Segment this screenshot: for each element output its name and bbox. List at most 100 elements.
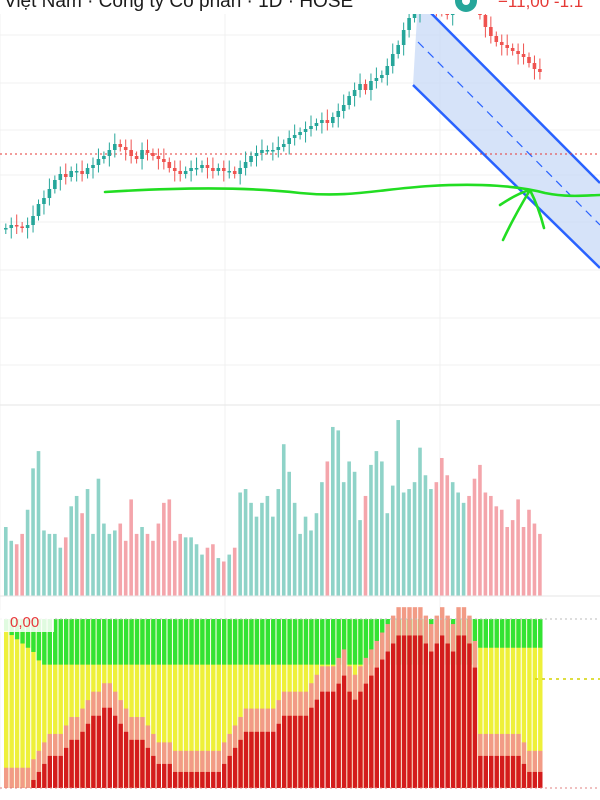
indicator-red-bar [374, 667, 379, 788]
indicator-green-bar [499, 619, 505, 648]
indicator-yellow-bar [172, 619, 178, 788]
indicator-green-bar [527, 619, 532, 648]
candle-body [363, 84, 368, 90]
volume-bar [309, 530, 313, 596]
indicator-yellow-bar [162, 619, 167, 788]
indicator-red-bar [521, 763, 527, 788]
indicator-salmon-bar [194, 750, 200, 788]
volume-bar [216, 558, 221, 596]
volume-bar [162, 502, 166, 596]
indicator-red-bar [352, 699, 358, 788]
indicator-red-bar [91, 715, 96, 788]
indicator-salmon-bar [527, 750, 532, 788]
indicator-green-bar [200, 619, 205, 665]
indicator-yellow-bar [227, 619, 232, 788]
indicator-yellow-bar [238, 619, 243, 788]
indicator-red-bar [440, 635, 445, 788]
indicator-red-bar [298, 715, 303, 788]
indicator-green-bar [216, 619, 221, 665]
indicator-green-bar [478, 619, 483, 648]
indicator-salmon-bar [178, 750, 183, 788]
candle-body [47, 189, 52, 198]
candle-body [385, 66, 390, 75]
indicator-salmon-bar [36, 750, 42, 788]
volume-bar [118, 523, 123, 596]
volume-bar [63, 537, 68, 596]
candle-body [183, 171, 188, 174]
indicator-yellow-bar [521, 619, 527, 788]
indicator-yellow-bar [510, 619, 516, 788]
candle-body [211, 168, 215, 171]
channel-upper-line[interactable] [417, 0, 600, 184]
indicator-red-bar [227, 755, 232, 788]
channel-lower-line[interactable] [412, 84, 600, 269]
volume-bar [401, 492, 406, 596]
indicator-green-bar [25, 619, 31, 648]
volume-bar [532, 523, 537, 596]
volume-bar [390, 485, 395, 596]
volume-bar [325, 461, 330, 596]
volume-bar [178, 533, 182, 596]
candle-body [276, 147, 281, 150]
indicator-green-bar [47, 619, 52, 665]
indicator-red-bar [167, 763, 172, 788]
indicator-green-bar [85, 619, 91, 665]
indicator-green-bar [53, 619, 58, 665]
indicator-red-bar [216, 771, 221, 788]
volume-bar [510, 520, 515, 596]
candle-body [200, 165, 204, 168]
volume-bar [320, 482, 324, 596]
indicator-green-bar [352, 619, 358, 665]
indicator-salmon-bar [200, 750, 205, 788]
indicator-red-bar [478, 755, 483, 788]
indicator-red-bar [309, 707, 314, 788]
indicator-red-bar [390, 643, 396, 788]
indicator-red-bar [254, 731, 260, 788]
indicator-green-bar [189, 619, 194, 665]
descending-channel[interactable] [412, 0, 600, 269]
volume-bar [363, 495, 368, 596]
market-status-icon-inner [462, 0, 470, 5]
indicator-green-bar [325, 619, 330, 665]
channel-fill [413, 0, 600, 268]
indicator-green-bar [341, 619, 347, 665]
volume-bar [123, 540, 128, 596]
candle-body [499, 42, 504, 45]
indicator-red-bar [396, 635, 401, 788]
indicator-yellow-bar [243, 619, 249, 788]
indicator-green-bar [205, 619, 211, 665]
indicator-yellow-bar [20, 619, 25, 788]
indicator-green-bar [123, 619, 129, 665]
candle-body [85, 168, 90, 174]
indicator-green-bar [222, 619, 227, 665]
candle-body [74, 171, 79, 173]
indicator-value-label: 0,00 [10, 614, 39, 631]
indicator-red-bar [331, 691, 336, 788]
volume-bar [145, 533, 150, 596]
indicator-red-bar [472, 667, 478, 788]
indicator-green-bar [107, 619, 112, 665]
indicator-red-bar [243, 731, 249, 788]
indicator-green-bar [516, 619, 521, 648]
volume-bar [42, 530, 46, 596]
volume-bar [265, 495, 270, 596]
candle-body [532, 63, 537, 69]
indicator-red-bar [102, 707, 107, 788]
indicator-yellow-bar [189, 619, 194, 788]
candle-body [129, 150, 133, 156]
candle-body [336, 111, 341, 117]
volume-bar [374, 451, 379, 596]
volume-bar [358, 520, 362, 596]
indicator-green-bar [31, 619, 36, 652]
market-status-icon[interactable] [455, 0, 477, 12]
indicator-red-bar [113, 715, 118, 788]
indicator-yellow-bar [123, 619, 129, 788]
indicator-red-bar [380, 659, 385, 788]
volume-bar [194, 544, 199, 596]
hand-drawn-annotation[interactable] [103, 183, 600, 242]
indicator-green-bar [510, 619, 516, 648]
indicator-red-bar [140, 739, 145, 788]
volume-bar [456, 492, 460, 596]
indicator-green-bar [249, 619, 254, 665]
